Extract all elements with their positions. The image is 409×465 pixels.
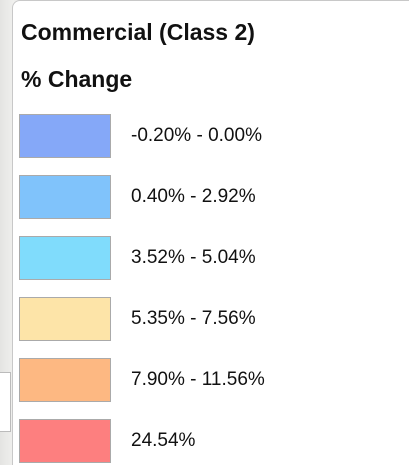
legend-item: 3.52% - 5.04% (19, 236, 399, 280)
legend-label: 5.35% - 7.56% (131, 308, 256, 329)
legend-item: 0.40% - 2.92% (19, 175, 399, 219)
legend-swatch (19, 419, 111, 463)
map-background (0, 0, 14, 465)
legend-label: 0.40% - 2.92% (131, 186, 256, 207)
legend-item: 7.90% - 11.56% (19, 358, 399, 402)
legend-label: 7.90% - 11.56% (131, 369, 265, 390)
legend-swatch (19, 236, 111, 280)
legend-swatch (19, 175, 111, 219)
legend-subtitle: % Change (21, 66, 133, 92)
legend-label: 3.52% - 5.04% (131, 247, 256, 268)
map-control (0, 372, 11, 432)
legend-item: 5.35% - 7.56% (19, 297, 399, 341)
legend-label: 24.54% (131, 430, 196, 451)
legend-swatch (19, 297, 111, 341)
legend-panel: Commercial (Class 2) % Change -0.20% - 0… (12, 0, 409, 465)
legend-item: 24.54% (19, 419, 399, 463)
legend-swatch (19, 114, 111, 158)
legend-swatch (19, 358, 111, 402)
legend-item: -0.20% - 0.00% (19, 114, 399, 158)
legend-label: -0.20% - 0.00% (131, 125, 262, 146)
legend-title: Commercial (Class 2) (21, 19, 255, 45)
